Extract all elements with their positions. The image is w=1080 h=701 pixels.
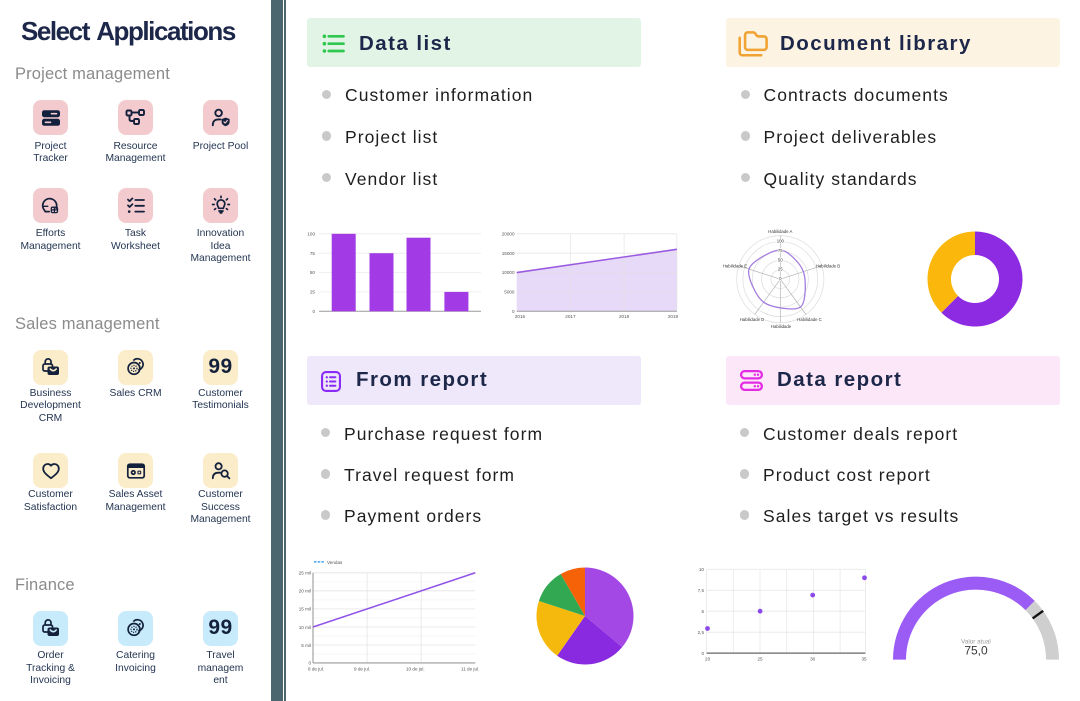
svg-text:Valor atual: Valor atual [961, 639, 991, 646]
svg-text:2017: 2017 [565, 314, 576, 318]
svg-text:Vendas: Vendas [327, 560, 343, 565]
svg-text:20000: 20000 [502, 231, 515, 236]
svg-text:75: 75 [778, 248, 783, 253]
svg-text:75: 75 [310, 251, 316, 256]
svg-text:Habilidade E: Habilidade E [723, 264, 747, 269]
svg-text:Habilidade: Habilidade [771, 324, 792, 329]
svg-text:25: 25 [778, 267, 783, 272]
svg-text:0: 0 [779, 276, 782, 281]
svg-text:35: 35 [861, 657, 867, 662]
svg-text:5 mil: 5 mil [301, 643, 311, 648]
svg-text:5000: 5000 [504, 290, 515, 295]
svg-text:50: 50 [310, 270, 316, 275]
svg-text:0: 0 [701, 651, 704, 656]
svg-text:2016: 2016 [515, 314, 526, 318]
svg-text:10: 10 [699, 567, 705, 572]
svg-text:0: 0 [512, 309, 515, 314]
svg-text:25: 25 [757, 657, 763, 662]
svg-text:8 de jul.: 8 de jul. [308, 667, 324, 672]
svg-text:50: 50 [778, 257, 783, 262]
svg-text:20 mil: 20 mil [299, 589, 311, 594]
svg-text:100: 100 [777, 239, 785, 244]
svg-text:2019: 2019 [668, 314, 679, 318]
svg-text:50: 50 [778, 257, 783, 262]
svg-text:2,5: 2,5 [698, 630, 705, 635]
svg-text:11 de jul.: 11 de jul. [461, 667, 479, 672]
svg-text:7,5: 7,5 [698, 588, 705, 593]
svg-text:2018: 2018 [619, 314, 630, 318]
svg-text:Habilidade D: Habilidade D [740, 317, 765, 322]
svg-text:0: 0 [308, 661, 311, 666]
svg-text:100: 100 [777, 239, 785, 244]
svg-text:Habilidade A: Habilidade A [768, 229, 792, 234]
svg-text:20: 20 [705, 657, 711, 662]
svg-text:10 de jul.: 10 de jul. [406, 667, 425, 672]
svg-text:10 mil: 10 mil [299, 625, 311, 630]
svg-text:25: 25 [778, 267, 783, 272]
svg-text:15000: 15000 [502, 251, 515, 256]
svg-text:15 mil: 15 mil [299, 607, 311, 612]
svg-text:30: 30 [810, 657, 816, 662]
svg-text:75: 75 [778, 248, 783, 253]
svg-text:0: 0 [312, 309, 315, 314]
svg-text:75,0: 75,0 [964, 644, 988, 658]
svg-text:5: 5 [701, 609, 704, 614]
svg-text:Habilidade B: Habilidade B [816, 264, 840, 269]
svg-text:Habilidade C: Habilidade C [797, 317, 822, 322]
svg-text:0: 0 [779, 276, 782, 281]
svg-text:9 de jul.: 9 de jul. [354, 667, 370, 672]
svg-text:10000: 10000 [502, 270, 515, 275]
svg-text:25 mil: 25 mil [299, 571, 311, 576]
svg-text:100: 100 [307, 231, 315, 236]
svg-text:25: 25 [310, 290, 316, 295]
